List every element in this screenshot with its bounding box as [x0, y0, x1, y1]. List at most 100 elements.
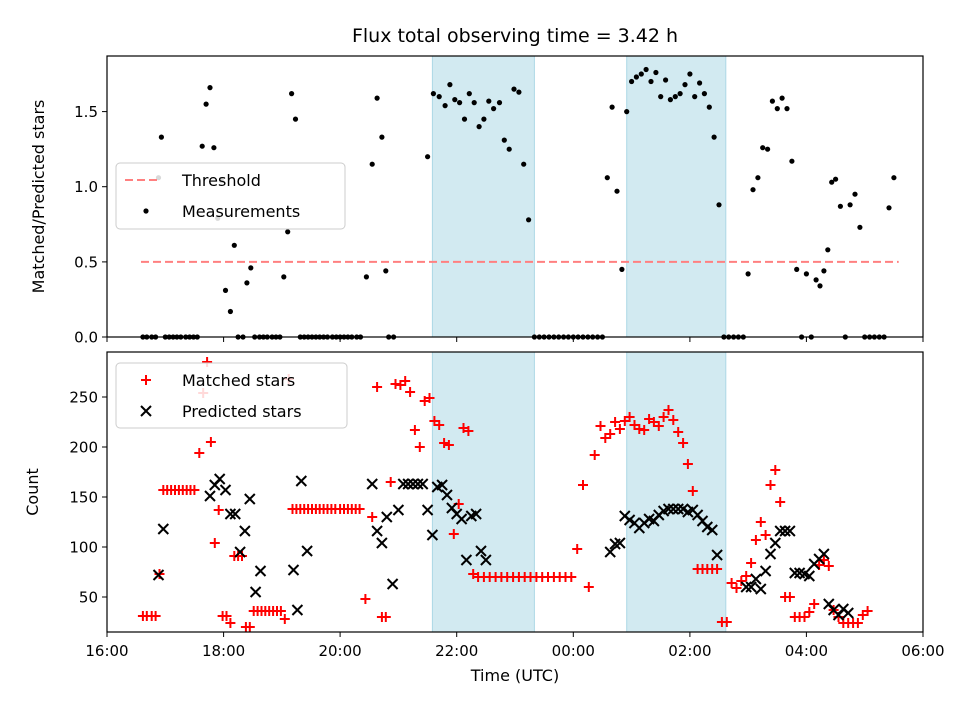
- data-point: [400, 376, 411, 386]
- data-point: [231, 242, 237, 248]
- data-point: [614, 537, 626, 549]
- data-point: [376, 537, 388, 549]
- y-axis-label: Matched/Predicted stars: [29, 100, 48, 294]
- data-point: [213, 505, 224, 515]
- data-point: [441, 489, 453, 501]
- x-tick-label: 20:00: [318, 642, 361, 660]
- legend-label: Matched stars: [182, 371, 295, 390]
- data-point: [682, 82, 688, 88]
- data-point: [205, 437, 216, 447]
- data-point: [371, 525, 383, 537]
- data-point: [736, 576, 747, 586]
- data-point: [248, 265, 254, 271]
- data-point: [789, 158, 795, 164]
- data-point: [254, 565, 267, 577]
- y-tick-label: 1.0: [74, 178, 98, 196]
- data-point: [663, 405, 674, 415]
- data-point: [803, 271, 810, 277]
- data-point: [244, 493, 256, 505]
- data-point: [463, 426, 474, 436]
- data-point: [225, 618, 236, 628]
- data-point: [367, 512, 378, 522]
- data-point: [842, 607, 854, 619]
- data-point: [234, 546, 246, 558]
- data-point: [424, 393, 435, 403]
- data-point: [461, 116, 468, 122]
- data-point: [663, 77, 669, 83]
- data-point: [416, 478, 429, 490]
- data-point: [692, 94, 698, 100]
- data-point: [706, 104, 712, 110]
- y-axis-label: Count: [23, 468, 42, 516]
- data-point: [386, 578, 399, 590]
- data-point: [784, 106, 790, 112]
- legend-label: Predicted stars: [182, 402, 302, 421]
- data-point: [595, 421, 606, 431]
- data-point: [501, 137, 507, 143]
- data-point: [779, 525, 791, 537]
- observing-window: [431, 55, 535, 338]
- data-point: [430, 91, 436, 97]
- data-point: [847, 202, 853, 208]
- data-point: [760, 145, 766, 151]
- data-point: [425, 154, 431, 160]
- ratio-panel: 0.0 0.5 1.0 1.5 Matched/Predicted stars Thres…: [29, 55, 924, 347]
- data-point: [381, 511, 393, 523]
- data-point: [667, 97, 674, 103]
- data-point: [466, 91, 472, 97]
- data-point: [491, 106, 497, 112]
- data-point: [633, 74, 640, 80]
- legend-swatch: [143, 208, 149, 214]
- data-point: [203, 101, 209, 107]
- data-point: [275, 606, 286, 616]
- data-point: [672, 503, 684, 515]
- data-point: [821, 268, 827, 274]
- data-point: [745, 271, 751, 277]
- data-point: [716, 202, 722, 208]
- data-point: [784, 525, 796, 537]
- data-point: [862, 606, 873, 616]
- legend-swatch: [141, 375, 151, 385]
- data-point: [829, 179, 835, 185]
- chart-title: Flux total observing time = 3.42 h: [352, 25, 678, 47]
- data-point: [750, 535, 761, 545]
- data-point: [211, 145, 217, 151]
- data-point: [572, 544, 583, 554]
- data-point: [443, 440, 454, 450]
- data-point: [624, 412, 635, 422]
- data-point: [833, 176, 839, 182]
- observing-window: [431, 351, 535, 633]
- legend: Matched stars Predicted stars: [115, 362, 348, 429]
- x-tick-label: 00:00: [552, 642, 595, 660]
- data-point: [769, 98, 776, 104]
- data-point: [204, 490, 216, 502]
- data-point: [639, 425, 650, 435]
- data-point: [662, 503, 675, 515]
- data-point: [759, 565, 772, 577]
- data-point: [285, 229, 291, 235]
- data-point: [150, 611, 161, 621]
- data-point: [426, 529, 439, 541]
- data-point: [213, 473, 226, 485]
- data-point: [279, 614, 290, 624]
- data-point: [578, 480, 588, 490]
- data-point: [380, 612, 391, 622]
- y-tick-label: 100: [69, 539, 98, 557]
- data-point: [764, 548, 777, 560]
- data-point: [741, 571, 752, 581]
- count-panel: 50 100 150 200 250 16:00 18:00 20:00 22:00 00:00 0…: [23, 351, 945, 685]
- data-point: [434, 420, 445, 430]
- data-point: [439, 438, 450, 448]
- data-point: [249, 586, 262, 598]
- data-point: [857, 224, 863, 230]
- data-point: [301, 545, 313, 557]
- data-point: [799, 612, 810, 622]
- data-point: [460, 554, 473, 566]
- data-point: [818, 548, 830, 560]
- data-point: [653, 421, 664, 431]
- data-point: [405, 387, 416, 397]
- data-point: [516, 89, 522, 95]
- data-point: [740, 581, 752, 593]
- data-point: [194, 448, 205, 458]
